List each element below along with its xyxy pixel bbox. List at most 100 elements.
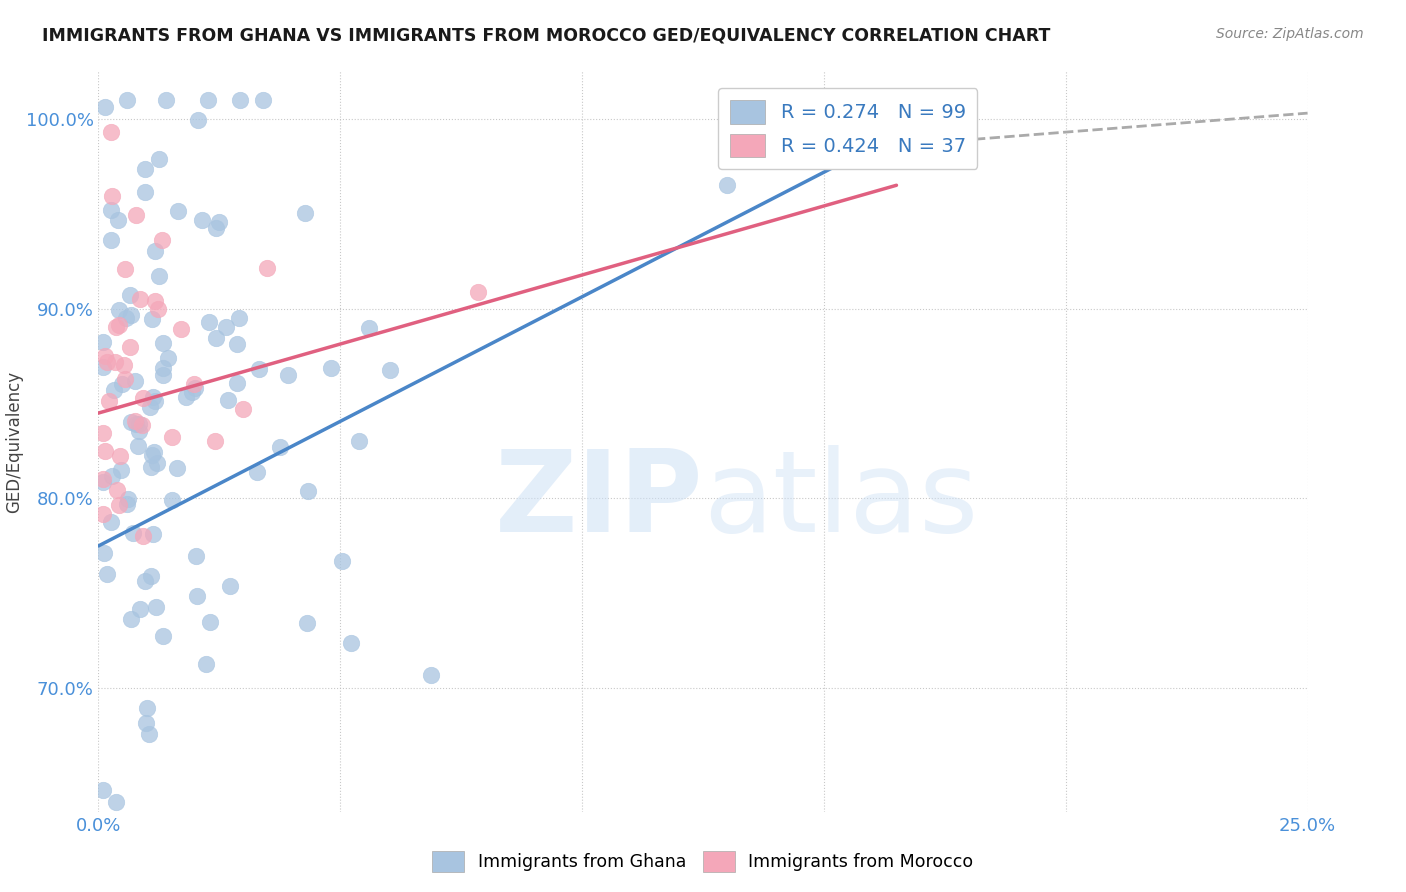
Point <box>160 430 183 444</box>
Point <box>131 417 153 432</box>
Point <box>138 727 160 741</box>
Point <box>139 401 162 415</box>
Point <box>124 208 146 222</box>
Point <box>226 376 249 390</box>
Point <box>183 376 205 391</box>
Point <box>114 261 136 276</box>
Text: atlas: atlas <box>703 445 979 557</box>
Point <box>96 567 118 582</box>
Point <box>297 616 319 631</box>
Point <box>101 469 124 483</box>
Point <box>105 483 128 497</box>
Legend: Immigrants from Ghana, Immigrants from Morocco: Immigrants from Ghana, Immigrants from M… <box>426 844 980 879</box>
Point <box>359 321 381 335</box>
Point <box>100 203 122 218</box>
Point <box>162 492 184 507</box>
Point <box>110 463 132 477</box>
Point <box>740 140 762 154</box>
Point <box>143 293 166 308</box>
Point <box>128 292 150 306</box>
Point <box>114 310 136 325</box>
Point <box>150 233 173 247</box>
Text: ZIP: ZIP <box>495 445 703 557</box>
Point <box>104 355 127 369</box>
Point <box>100 515 122 529</box>
Point <box>91 475 114 490</box>
Point <box>120 612 142 626</box>
Point <box>197 93 219 107</box>
Point <box>101 189 124 203</box>
Point <box>152 368 174 382</box>
Point <box>148 269 170 284</box>
Point <box>208 215 231 229</box>
Point <box>125 417 148 431</box>
Point <box>96 355 118 369</box>
Point <box>108 450 131 464</box>
Point <box>152 360 174 375</box>
Point <box>128 417 150 431</box>
Point <box>134 185 156 199</box>
Point <box>277 368 299 383</box>
Point <box>124 414 146 428</box>
Point <box>148 153 170 167</box>
Legend: R = 0.274   N = 99, R = 0.424   N = 37: R = 0.274 N = 99, R = 0.424 N = 37 <box>718 88 977 169</box>
Point <box>141 312 163 326</box>
Point <box>139 568 162 582</box>
Point <box>135 701 157 715</box>
Point <box>139 459 162 474</box>
Point <box>128 424 150 438</box>
Point <box>141 448 163 462</box>
Point <box>94 350 117 364</box>
Point <box>183 381 205 395</box>
Point <box>100 234 122 248</box>
Point <box>94 100 117 114</box>
Point <box>152 335 174 350</box>
Point <box>141 390 163 404</box>
Point <box>115 93 138 107</box>
Point <box>94 443 117 458</box>
Point <box>340 636 363 650</box>
Point <box>191 213 214 227</box>
Point <box>247 362 270 376</box>
Point <box>118 288 141 302</box>
Point <box>117 491 139 506</box>
Point <box>114 358 136 372</box>
Point <box>269 440 291 454</box>
Point <box>246 465 269 479</box>
Point <box>226 337 249 351</box>
Point <box>195 657 218 671</box>
Text: Source: ZipAtlas.com: Source: ZipAtlas.com <box>1216 27 1364 41</box>
Point <box>330 553 353 567</box>
Point <box>252 93 274 107</box>
Point <box>205 331 228 345</box>
Point <box>215 320 238 334</box>
Y-axis label: GED/Equivalency: GED/Equivalency <box>6 370 24 513</box>
Point <box>204 434 226 449</box>
Point <box>134 162 156 177</box>
Point <box>200 615 222 629</box>
Point <box>156 351 179 366</box>
Point <box>134 574 156 588</box>
Point <box>419 667 441 681</box>
Point <box>228 311 250 326</box>
Point <box>146 456 169 470</box>
Point <box>167 203 190 218</box>
Point <box>121 525 143 540</box>
Point <box>256 261 278 276</box>
Point <box>91 360 114 375</box>
Text: IMMIGRANTS FROM GHANA VS IMMIGRANTS FROM MOROCCO GED/EQUIVALENCY CORRELATION CHA: IMMIGRANTS FROM GHANA VS IMMIGRANTS FROM… <box>42 27 1050 45</box>
Point <box>103 383 125 397</box>
Point <box>111 376 134 391</box>
Point <box>132 529 155 543</box>
Point <box>104 795 127 809</box>
Point <box>232 401 254 416</box>
Point <box>789 130 811 145</box>
Point <box>120 308 142 322</box>
Point <box>467 285 489 299</box>
Point <box>108 498 131 512</box>
Point <box>135 715 157 730</box>
Point <box>91 426 114 441</box>
Point <box>127 439 149 453</box>
Point <box>380 362 402 376</box>
Point <box>813 93 835 107</box>
